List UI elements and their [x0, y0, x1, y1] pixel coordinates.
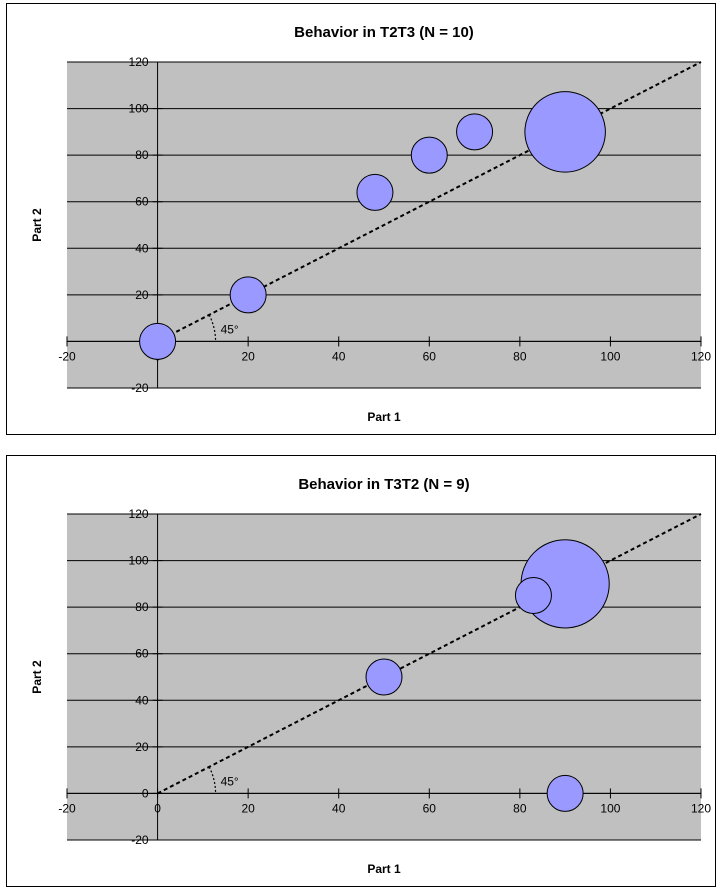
x-tick-label: -20 [58, 349, 76, 363]
x-tick-label: 120 [691, 349, 711, 363]
x-tick-label: 100 [600, 349, 620, 363]
x-tick-label: 100 [600, 801, 620, 815]
y-tick-label: 40 [135, 241, 149, 255]
y-tick-label: -20 [131, 833, 149, 847]
y-tick-label: 40 [135, 693, 149, 707]
chart-t2t3: Behavior in T2T3 (N = 10)-20020406080100… [6, 3, 716, 435]
y-axis-label: Part 2 [30, 208, 44, 242]
y-tick-label: 100 [129, 102, 149, 116]
angle-annotation: 45° [221, 322, 239, 336]
x-axis-label: Part 1 [367, 410, 401, 424]
bubble-point-1 [229, 276, 267, 314]
x-tick-label: 80 [513, 801, 527, 815]
angle-annotation: 45° [221, 774, 239, 788]
bubble-point-1 [514, 577, 552, 614]
x-tick-label: 20 [241, 801, 255, 815]
x-tick-label: 60 [423, 349, 437, 363]
y-tick-label: 80 [135, 600, 149, 614]
y-tick-label: 20 [135, 740, 149, 754]
bubble-point-3 [410, 136, 448, 174]
y-tick-label: -20 [131, 381, 149, 395]
bubble-point-0 [139, 322, 177, 360]
bubble-point-3 [546, 774, 584, 812]
y-axis-label: Part 2 [30, 660, 44, 694]
angle-arc [208, 766, 217, 794]
bubble-point-2 [356, 173, 394, 211]
y-tick-label: 120 [129, 55, 149, 69]
chart-t2t3-svg: Behavior in T2T3 (N = 10)-20020406080100… [30, 24, 711, 424]
x-tick-label: 0 [154, 801, 161, 815]
x-tick-label: 20 [241, 349, 255, 363]
chart-t3t2-svg: Behavior in T3T2 (N = 9) -20 0 20 40 60 80 100 1… [30, 476, 711, 876]
x-tick-label: 40 [332, 801, 346, 815]
y-tick-label: 120 [129, 507, 149, 521]
y-tick-label: 0 [142, 786, 149, 800]
x-tick-label: 120 [691, 801, 711, 815]
chart-title: Behavior in T3T2 (N = 9) [298, 476, 469, 493]
x-tick-label: 60 [423, 801, 437, 815]
y-tick-label: 60 [135, 647, 149, 661]
bubble-point-5 [524, 91, 606, 173]
angle-arc [208, 314, 217, 342]
y-tick-label: 80 [135, 148, 149, 162]
x-tick-label: -20 [58, 801, 76, 815]
x-tick-label: 40 [332, 349, 346, 363]
y-tick-label: 60 [135, 195, 149, 209]
chart-t3t2: Behavior in T3T2 (N = 9) -20 0 20 40 60 80 100 1… [6, 455, 716, 887]
y-tick-label: 100 [129, 554, 149, 568]
bubble-point-4 [456, 113, 494, 151]
chart-title: Behavior in T2T3 (N = 10) [294, 24, 474, 41]
bubble-point-0 [365, 658, 403, 696]
reference-line-45deg [157, 513, 702, 795]
x-tick-label: 80 [513, 349, 527, 363]
x-axis-label: Part 1 [367, 862, 401, 876]
y-tick-label: 20 [135, 288, 149, 302]
